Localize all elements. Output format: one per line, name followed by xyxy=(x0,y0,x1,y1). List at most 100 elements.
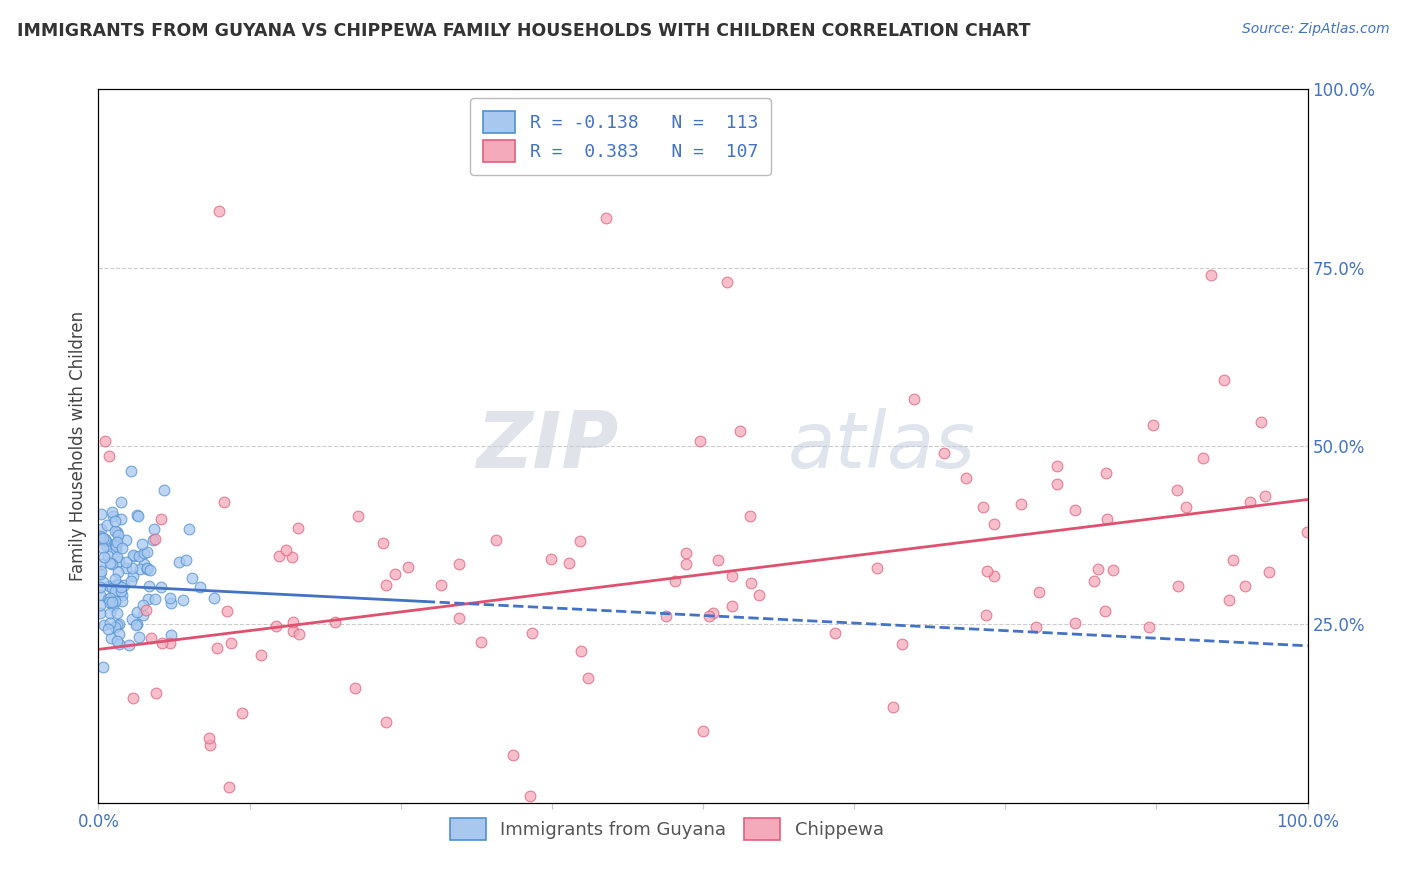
Point xyxy=(105,539,128,553)
Point xyxy=(1101,563,1123,577)
Point xyxy=(218,780,240,794)
Point xyxy=(93,549,115,564)
Point xyxy=(903,392,925,406)
Point xyxy=(343,681,366,696)
Point xyxy=(105,524,128,539)
Point xyxy=(136,545,159,559)
Point xyxy=(121,690,143,705)
Point xyxy=(824,625,846,640)
Point xyxy=(105,550,128,565)
Point xyxy=(128,549,150,564)
Point xyxy=(430,578,453,592)
Point xyxy=(98,556,121,570)
Point xyxy=(595,211,617,225)
Point xyxy=(373,535,395,549)
Point xyxy=(131,536,153,550)
Y-axis label: Family Households with Children: Family Households with Children xyxy=(69,311,87,581)
Point xyxy=(110,580,132,594)
Point xyxy=(108,554,131,568)
Point xyxy=(1222,553,1244,567)
Point xyxy=(267,549,290,563)
Point xyxy=(98,449,121,463)
Point xyxy=(107,626,129,640)
Point xyxy=(689,434,711,448)
Point xyxy=(153,483,176,497)
Legend: Immigrants from Guyana, Chippewa: Immigrants from Guyana, Chippewa xyxy=(443,811,891,847)
Point xyxy=(100,581,122,595)
Point xyxy=(120,464,142,478)
Point xyxy=(98,594,121,608)
Point xyxy=(110,584,132,599)
Point xyxy=(288,627,311,641)
Point xyxy=(200,738,222,752)
Point xyxy=(90,507,112,521)
Point xyxy=(159,636,181,650)
Point xyxy=(983,517,1005,532)
Point xyxy=(1234,579,1257,593)
Point xyxy=(1010,497,1032,511)
Point xyxy=(707,552,730,566)
Point xyxy=(105,607,128,621)
Point xyxy=(212,495,235,509)
Point xyxy=(281,615,304,629)
Point xyxy=(502,748,524,763)
Point xyxy=(127,617,149,632)
Point xyxy=(94,538,117,552)
Text: ZIP: ZIP xyxy=(477,408,619,484)
Point xyxy=(1167,579,1189,593)
Point xyxy=(976,564,998,578)
Point xyxy=(1025,620,1047,634)
Point xyxy=(97,579,120,593)
Point xyxy=(1258,566,1281,580)
Point xyxy=(124,549,146,563)
Point xyxy=(150,512,173,526)
Text: IMMIGRANTS FROM GUYANA VS CHIPPEWA FAMILY HOUSEHOLDS WITH CHILDREN CORRELATION C: IMMIGRANTS FROM GUYANA VS CHIPPEWA FAMIL… xyxy=(17,22,1031,40)
Point xyxy=(569,533,592,548)
Point xyxy=(125,618,148,632)
Point xyxy=(1097,511,1119,525)
Point xyxy=(675,546,697,560)
Point xyxy=(266,619,288,633)
Point xyxy=(974,608,997,623)
Point xyxy=(202,591,225,606)
Point xyxy=(101,508,124,523)
Point xyxy=(107,578,129,592)
Point xyxy=(121,561,143,575)
Point xyxy=(1137,619,1160,633)
Point xyxy=(692,724,714,739)
Point xyxy=(160,627,183,641)
Point xyxy=(955,471,977,485)
Point xyxy=(721,599,744,613)
Point xyxy=(112,577,135,591)
Point xyxy=(138,579,160,593)
Point xyxy=(177,522,200,536)
Point xyxy=(91,541,114,556)
Point xyxy=(160,596,183,610)
Point xyxy=(134,557,156,571)
Point xyxy=(159,591,181,605)
Point xyxy=(1295,525,1317,540)
Point xyxy=(283,624,305,638)
Point xyxy=(104,593,127,607)
Point xyxy=(96,534,118,549)
Point xyxy=(664,574,686,588)
Point xyxy=(136,592,159,607)
Point xyxy=(105,618,128,632)
Point xyxy=(181,570,204,584)
Point xyxy=(98,615,121,630)
Point xyxy=(728,425,751,439)
Point xyxy=(702,606,724,620)
Point xyxy=(231,706,253,720)
Point xyxy=(132,599,155,613)
Point xyxy=(98,606,121,620)
Point xyxy=(104,524,127,538)
Point xyxy=(1083,574,1105,589)
Point xyxy=(447,557,470,571)
Point xyxy=(1192,450,1215,465)
Point xyxy=(198,731,221,746)
Point xyxy=(104,541,127,556)
Point xyxy=(101,557,124,571)
Point xyxy=(1087,561,1109,575)
Point xyxy=(110,494,132,508)
Point xyxy=(519,789,541,803)
